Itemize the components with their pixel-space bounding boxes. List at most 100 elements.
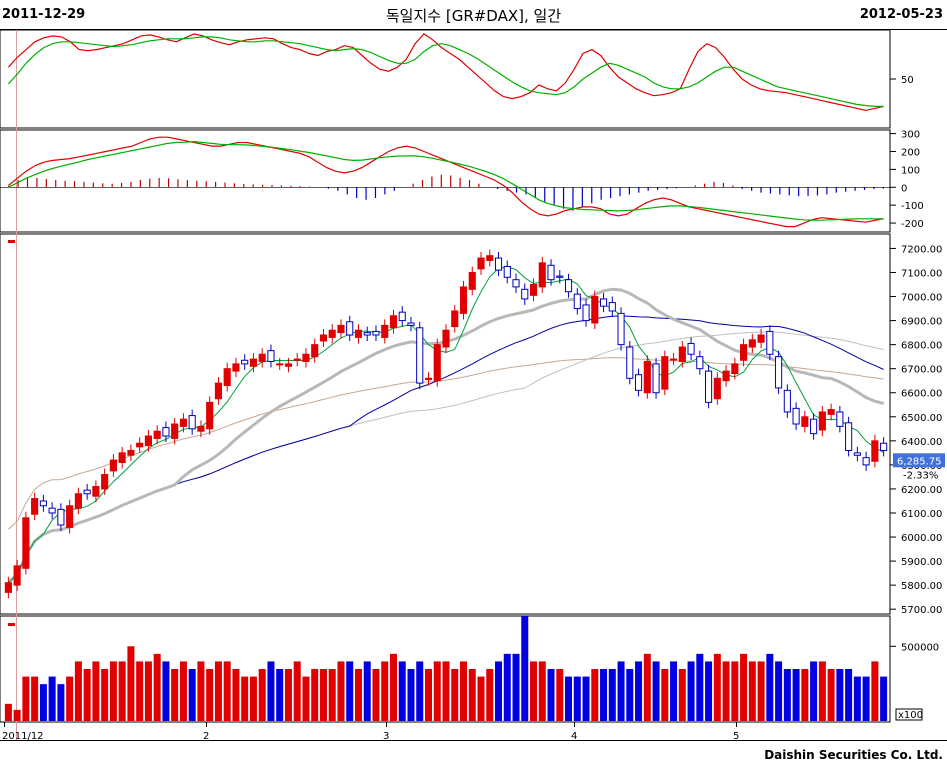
candle-down [705, 370, 713, 403]
volume-bar [144, 661, 152, 721]
candle-up [468, 271, 476, 290]
volume-bar [57, 684, 65, 721]
price-axis-tick-label: 6700.00 [901, 365, 942, 376]
volume-bar [766, 653, 774, 721]
volume-bar [705, 661, 713, 721]
price-axis-tick-label: 5900.00 [901, 557, 942, 568]
candle-down [188, 415, 196, 430]
candle-down [696, 356, 704, 370]
candle-up [171, 423, 179, 439]
volume-bar [197, 661, 205, 721]
candle-down [48, 507, 56, 514]
volume-bar [258, 669, 266, 721]
volume-bar [503, 653, 511, 721]
volume-bar [363, 661, 371, 721]
volume-bar [416, 661, 424, 721]
candle-up [136, 442, 144, 448]
volume-bar [827, 669, 835, 721]
end-date: 2012-05-23 [859, 7, 943, 22]
volume-bar [757, 661, 765, 721]
volume-bar [206, 669, 214, 721]
volume-bar [66, 676, 74, 721]
company-credit: Daishin Securities Co. Ltd. [764, 748, 943, 762]
volume-bar [311, 669, 319, 721]
candle-up [109, 459, 117, 472]
candle-up [311, 344, 319, 358]
volume-bar [153, 653, 161, 721]
candle-up [538, 262, 546, 288]
price-marker [8, 240, 15, 243]
volume-bar [582, 676, 590, 721]
candle-up [670, 358, 678, 361]
candle-up [731, 363, 739, 374]
candle-up [276, 363, 284, 366]
volume-bar [740, 653, 748, 721]
volume-bar [775, 661, 783, 721]
price-axis-tick-label: 5700.00 [901, 605, 942, 616]
time-tick-label: 5 [733, 731, 739, 742]
candle-down [608, 302, 616, 312]
candle-up [302, 353, 310, 362]
volume-bar [696, 653, 704, 721]
volume-bar [22, 676, 30, 721]
candle-up [127, 449, 135, 456]
macd-axis-tick-label: 300 [901, 130, 920, 141]
candle-up [92, 486, 100, 497]
chart-header: 2011-12-29 독일지수 [GR#DAX], 일간 2012-05-23 [0, 0, 947, 30]
volume-bar [853, 676, 861, 721]
price-axis-tick-label: 7100.00 [901, 268, 942, 279]
volume-bar [179, 661, 187, 721]
stoch-axis-tick-label: 50 [901, 75, 914, 86]
volume-bar [530, 661, 538, 721]
volume-bar [871, 661, 879, 721]
candle-up [757, 334, 765, 343]
candle-down [783, 389, 791, 413]
panel-frame-macd [0, 129, 891, 233]
volume-bar [328, 669, 336, 721]
candle-up [101, 474, 109, 490]
volume-bar [678, 669, 686, 721]
volume-bar [48, 676, 56, 721]
volume-bar [495, 661, 503, 721]
candle-down [241, 359, 249, 365]
time-tick-label: 2 [203, 731, 209, 742]
candle-up [871, 440, 879, 462]
volume-bar [547, 669, 555, 721]
macd-line-1 [8, 136, 884, 228]
candle-up [319, 334, 328, 342]
volume-bar [652, 661, 660, 721]
candle-down [521, 288, 529, 300]
macd-axis-tick-label: 0 [901, 183, 907, 194]
candle-down [556, 275, 564, 278]
candle-down [407, 322, 415, 326]
stoch-line-2 [7, 36, 884, 108]
price-axis-tick-label: 5800.00 [901, 581, 942, 592]
price-axis-tick-label: 6600.00 [901, 389, 942, 400]
candle-down [687, 342, 695, 355]
volume-bar [862, 676, 870, 721]
volume-bar [468, 669, 476, 721]
candle-down [845, 422, 853, 451]
volume-bar [617, 661, 625, 721]
candle-up [328, 329, 336, 338]
candle-up [477, 257, 485, 270]
volume-bar [635, 661, 643, 721]
candle-up [206, 401, 214, 430]
volume-bar [284, 669, 292, 721]
volume-bar [521, 616, 529, 721]
start-date: 2011-12-29 [2, 7, 86, 22]
price-axis-tick-label: 6500.00 [901, 413, 942, 424]
price-axis-tick-label: 6800.00 [901, 341, 942, 352]
candle-down [617, 312, 625, 346]
candle-up [713, 377, 721, 400]
time-tick-label: 4 [571, 731, 577, 742]
candle-down [862, 457, 870, 466]
time-tick-label: 2011/12 [2, 731, 44, 742]
candle-down [39, 500, 47, 507]
price-axis-tick-label: 6400.00 [901, 437, 942, 448]
candle-up [643, 360, 651, 394]
moving-average-60 [8, 331, 884, 584]
candle-up [818, 411, 826, 431]
candle-down [599, 298, 608, 307]
